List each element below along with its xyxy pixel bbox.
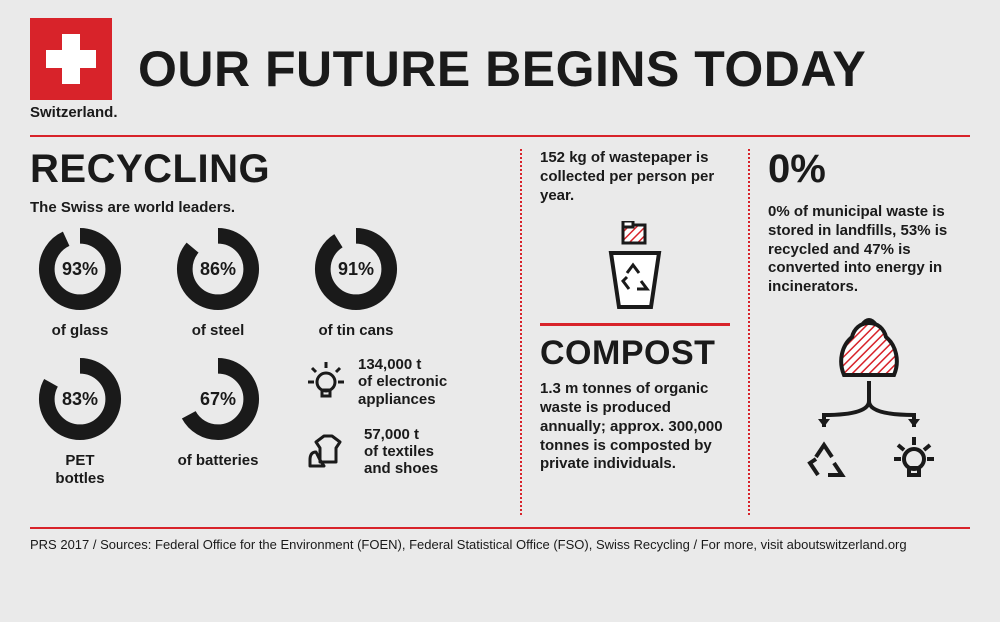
lightbulb-icon [306, 360, 346, 404]
recycling-title: RECYCLING [30, 149, 502, 189]
compost-title: COMPOST [540, 336, 730, 370]
footer-text: PRS 2017 / Sources: Federal Office for t… [30, 537, 970, 552]
donut-row-1: 93% of glass 86% of steel [30, 226, 502, 340]
donut-batteries: 67% of batteries [168, 356, 268, 470]
bottom-red-rule [30, 527, 970, 529]
donut-pct: 91% [313, 226, 399, 312]
donut-label: of steel [192, 322, 245, 340]
donut-steel: 86% of steel [168, 226, 268, 340]
right-column: 0% 0% of municipal waste is stored in la… [750, 149, 970, 515]
country-label: Switzerland. [30, 104, 112, 121]
compost-text: 1.3 m tonnes of organic waste is produce… [540, 380, 730, 474]
extra-textiles: 57,000 t of textiles and shoes [306, 426, 502, 478]
donut-pct: 67% [175, 356, 261, 442]
wastepaper-text: 152 kg of wastepaper is collected per pe… [540, 149, 730, 205]
donut-label: of glass [52, 322, 109, 340]
waste-split-graphic [768, 315, 970, 515]
swiss-flag-icon [30, 18, 112, 100]
recycle-bin-icon [599, 221, 671, 311]
donut-label: of tin cans [318, 322, 393, 340]
middle-column: 152 kg of wastepaper is collected per pe… [520, 149, 750, 515]
infographic-page: Switzerland. OUR FUTURE BEGINS TODAY REC… [0, 0, 1000, 622]
top-red-rule [30, 135, 970, 137]
extra-text: 134,000 t of electronic appliances [358, 356, 447, 408]
donut-pct: 86% [175, 226, 261, 312]
recycle-bin-graphic [540, 221, 730, 311]
recycling-subhead: The Swiss are world leaders. [30, 199, 502, 216]
swiss-logo-block: Switzerland. [30, 18, 112, 121]
recycling-section: RECYCLING The Swiss are world leaders. 9… [30, 149, 520, 515]
donut-label: PET bottles [55, 452, 104, 488]
landfill-text: 0% of municipal waste is stored in landf… [768, 203, 970, 297]
extra-text: 57,000 t of textiles and shoes [364, 426, 438, 478]
donut-pct: 83% [37, 356, 123, 442]
donut-pet: 83% PET bottles [30, 356, 130, 488]
donut-tin: 91% of tin cans [306, 226, 406, 340]
columns: RECYCLING The Swiss are world leaders. 9… [30, 149, 970, 515]
donut-label: of batteries [178, 452, 259, 470]
extra-stats: 134,000 t of electronic appliances 57,00… [306, 356, 502, 478]
extra-electronics: 134,000 t of electronic appliances [306, 356, 502, 408]
donut-glass: 93% of glass [30, 226, 130, 340]
donut-pct: 93% [37, 226, 123, 312]
main-title: OUR FUTURE BEGINS TODAY [138, 44, 866, 94]
waste-split-icon [774, 315, 964, 515]
tshirt-shoe-icon [306, 432, 352, 472]
mid-red-divider [540, 323, 730, 326]
zero-title: 0% [768, 149, 970, 189]
donut-row-2: 83% PET bottles 67% of batteries [30, 356, 502, 488]
header: Switzerland. OUR FUTURE BEGINS TODAY [30, 18, 970, 121]
